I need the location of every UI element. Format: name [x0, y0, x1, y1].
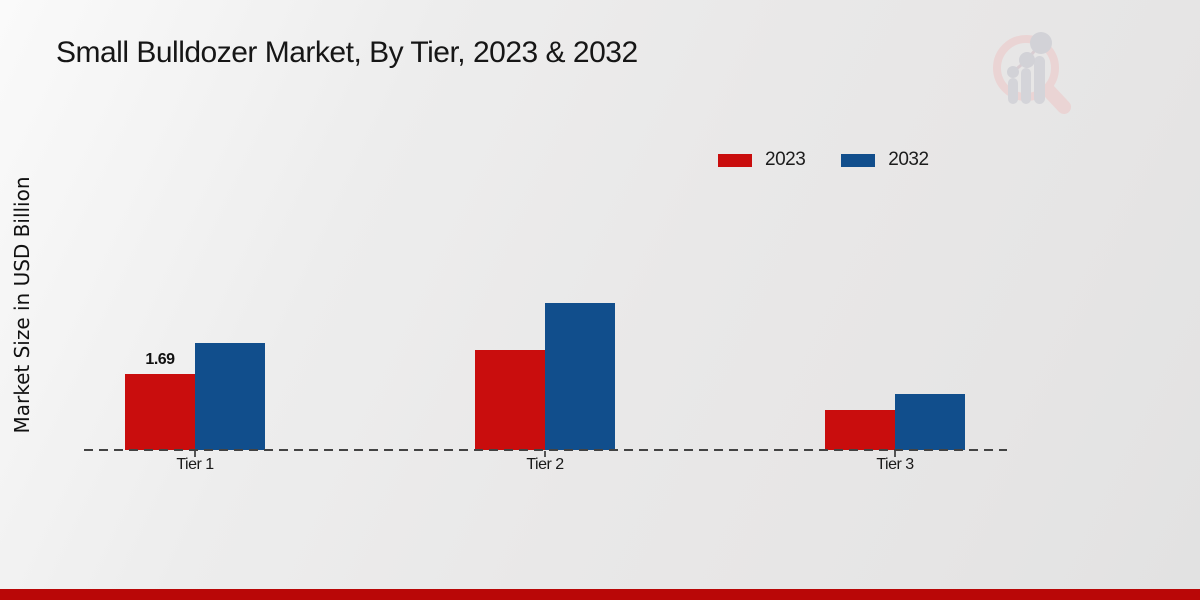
bar-tier3-2023 [825, 410, 895, 450]
footer-accent-bar [0, 589, 1200, 600]
magnifier-bar-chart-logo-icon [993, 32, 1071, 114]
chart-title: Small Bulldozer Market, By Tier, 2023 & … [56, 36, 638, 69]
x-axis-category-label: Tier 1 [176, 456, 214, 473]
legend: 2023 2032 [718, 149, 929, 171]
legend-item-2032: 2032 [841, 149, 929, 171]
x-axis-tick [194, 451, 196, 457]
legend-label-2032: 2032 [888, 149, 929, 170]
x-axis-category-label: Tier 3 [876, 456, 914, 473]
legend-swatch-2032 [841, 153, 876, 167]
legend-label-2023: 2023 [765, 149, 806, 170]
bar-tier1-2023 [125, 374, 195, 450]
x-axis-category-label: Tier 2 [526, 456, 564, 473]
bar-value-label: 1.69 [145, 351, 175, 368]
x-axis-tick [894, 451, 896, 457]
x-axis-baseline [84, 449, 1007, 451]
bar-tier2-2032 [545, 303, 615, 450]
x-axis-tick [544, 451, 546, 457]
legend-item-2023: 2023 [718, 149, 806, 171]
bar-tier2-2023 [475, 350, 545, 450]
bar-tier3-2032 [895, 394, 965, 450]
legend-swatch-2023 [718, 153, 752, 167]
bar-tier1-2032 [195, 343, 265, 450]
